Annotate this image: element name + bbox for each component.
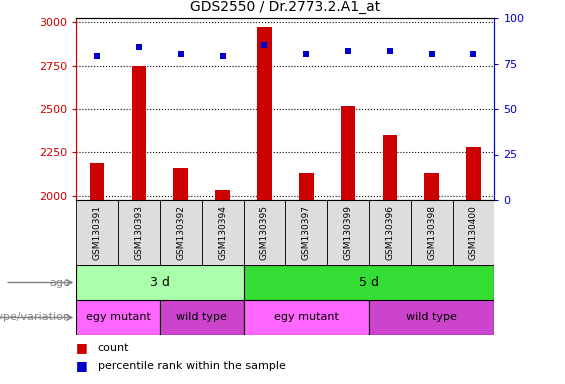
Text: count: count xyxy=(98,343,129,353)
Title: GDS2550 / Dr.2773.2.A1_at: GDS2550 / Dr.2773.2.A1_at xyxy=(190,0,380,14)
Point xyxy=(427,51,436,58)
Point xyxy=(344,48,353,54)
Text: GSM130397: GSM130397 xyxy=(302,205,311,260)
Text: GSM130395: GSM130395 xyxy=(260,205,269,260)
Point xyxy=(385,48,394,54)
Bar xyxy=(327,200,369,265)
Text: GSM130400: GSM130400 xyxy=(469,205,478,260)
Text: GSM130399: GSM130399 xyxy=(344,205,353,260)
Point xyxy=(93,53,102,59)
Point xyxy=(469,51,478,58)
Bar xyxy=(173,168,188,200)
Text: egy mutant: egy mutant xyxy=(274,313,338,323)
Bar xyxy=(160,300,244,335)
Bar xyxy=(383,135,397,200)
Bar xyxy=(215,190,230,200)
Point xyxy=(302,51,311,58)
Bar xyxy=(202,200,244,265)
Point xyxy=(260,42,269,48)
Point xyxy=(134,44,144,50)
Bar xyxy=(76,200,118,265)
Text: genotype/variation: genotype/variation xyxy=(0,313,71,323)
Bar xyxy=(244,265,494,300)
Bar xyxy=(466,147,481,200)
Text: percentile rank within the sample: percentile rank within the sample xyxy=(98,361,286,371)
Bar xyxy=(90,163,105,200)
Bar xyxy=(424,173,439,200)
Point xyxy=(176,51,185,58)
Bar xyxy=(244,300,369,335)
Point xyxy=(218,53,227,59)
Bar xyxy=(285,200,327,265)
Text: wild type: wild type xyxy=(176,313,227,323)
Bar xyxy=(76,300,160,335)
Bar xyxy=(453,200,494,265)
Bar xyxy=(244,200,285,265)
Bar xyxy=(411,200,453,265)
Text: ■: ■ xyxy=(76,359,88,372)
Bar xyxy=(76,265,244,300)
Text: 5 d: 5 d xyxy=(359,276,379,289)
Bar xyxy=(160,200,202,265)
Text: GSM130392: GSM130392 xyxy=(176,205,185,260)
Text: GSM130393: GSM130393 xyxy=(134,205,144,260)
Bar xyxy=(132,66,146,200)
Text: wild type: wild type xyxy=(406,313,457,323)
Text: GSM130394: GSM130394 xyxy=(218,205,227,260)
Text: GSM130391: GSM130391 xyxy=(93,205,102,260)
Bar xyxy=(299,173,314,200)
Text: egy mutant: egy mutant xyxy=(86,313,150,323)
Bar xyxy=(369,300,494,335)
Text: ■: ■ xyxy=(76,341,88,354)
Text: age: age xyxy=(50,278,71,288)
Text: GSM130398: GSM130398 xyxy=(427,205,436,260)
Text: GSM130396: GSM130396 xyxy=(385,205,394,260)
Bar xyxy=(341,106,355,200)
Bar xyxy=(257,26,272,200)
Bar xyxy=(118,200,160,265)
Bar xyxy=(369,200,411,265)
Text: 3 d: 3 d xyxy=(150,276,170,289)
